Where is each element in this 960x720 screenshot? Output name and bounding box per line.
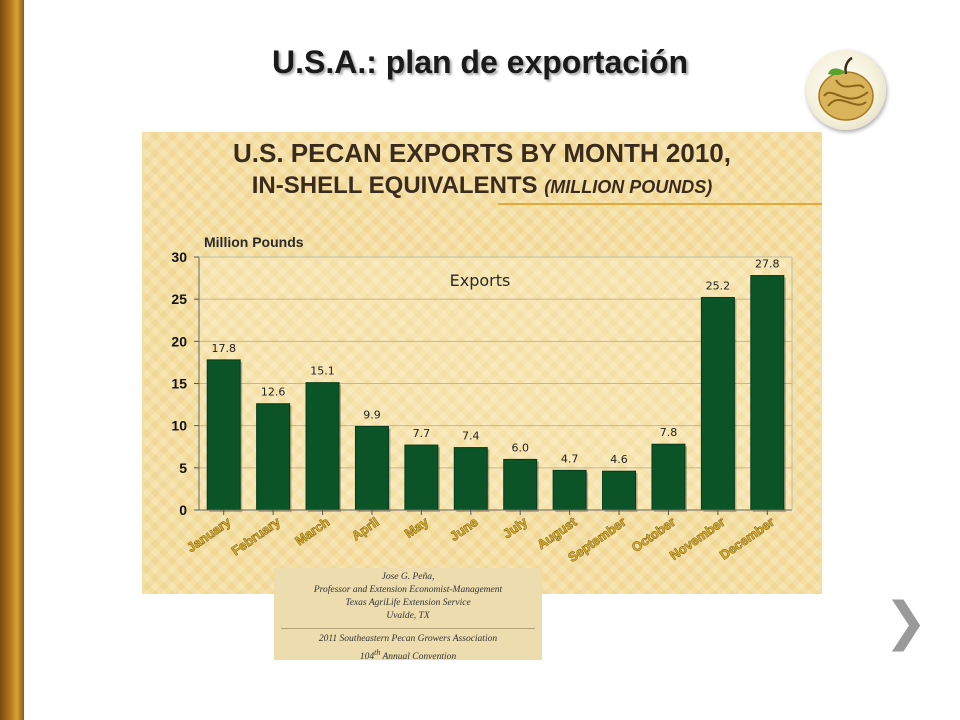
caption-event-ordinal: th [374, 648, 381, 657]
bar [750, 275, 785, 511]
bars [206, 275, 786, 512]
left-decorative-bar [0, 0, 24, 720]
chart-title-main: IN-SHELL EQUIVALENTS [251, 172, 538, 199]
y-axis-label: Million Pounds [204, 234, 304, 250]
caption-event-rest: Annual Convention [380, 652, 457, 663]
chart-title-unit: (MILLION POUNDS) [544, 177, 713, 197]
y-tick-label: 0 [179, 502, 187, 518]
bar-value-label: 7.7 [413, 427, 431, 440]
bar-value-label: 17.8 [211, 342, 236, 355]
bar [602, 470, 637, 511]
legend-label: Exports [450, 271, 511, 290]
bar [305, 382, 340, 511]
title-accent-rule [498, 203, 822, 205]
y-tick-label: 30 [171, 249, 187, 265]
caption-divider [281, 628, 535, 629]
x-category-label: November [667, 514, 728, 563]
bar-value-label: 27.8 [755, 258, 780, 271]
bar-value-label: 7.4 [462, 430, 480, 443]
bar [256, 403, 291, 511]
bar [552, 469, 587, 511]
x-category-label: April [349, 514, 382, 543]
y-tick-label: 15 [171, 376, 187, 392]
y-tick-label: 20 [171, 333, 187, 349]
bar-value-label: 12.6 [261, 386, 286, 399]
chart-title-line1: U.S. PECAN EXPORTS BY MONTH 2010, [233, 138, 731, 168]
caption-line-1: Jose G. Peña, [381, 572, 435, 582]
bar [354, 426, 389, 511]
bar [503, 458, 538, 511]
bar-value-label: 25.2 [706, 279, 731, 292]
gridlines [199, 256, 792, 510]
next-slide-arrow-icon[interactable]: ❯ [884, 592, 928, 652]
x-category-label: March [292, 514, 332, 548]
x-category-label: July [500, 514, 531, 542]
x-category-label: December [717, 514, 777, 562]
bar-value-label: 9.9 [363, 409, 381, 422]
chart-title-line2: IN-SHELL EQUIVALENTS (MILLION POUNDS) [142, 172, 822, 200]
bar [453, 447, 488, 511]
caption-event-line-2: 104th Annual Convention [274, 646, 542, 664]
bar-value-label: 15.1 [310, 365, 335, 378]
author-caption: Jose G. Peña, Professor and Extension Ec… [274, 568, 542, 662]
caption-line-4: Uvalde, TX [386, 611, 430, 621]
bar [404, 444, 439, 511]
bar-value-label: 7.8 [660, 426, 678, 439]
y-tick-label: 25 [171, 291, 187, 307]
caption-line-3: Texas AgriLife Extension Service [345, 598, 471, 608]
x-category-label: January [184, 514, 234, 555]
x-category-label: May [402, 514, 432, 541]
bar [206, 359, 241, 511]
slide-title: U.S.A.: plan de exportación [271, 44, 689, 80]
association-logo [806, 50, 886, 130]
bar-chart: 0 5 10 15 20 25 30 Exports 17.8 January 12.6 Februa… [171, 249, 793, 565]
caption-line-2: Professor and Extension Economist-Manage… [313, 585, 503, 595]
caption-event-line-1: 2011 Southeastern Pecan Growers Associat… [318, 634, 498, 644]
chart-panel: U.S. PECAN EXPORTS BY MONTH 2010, IN-SHE… [142, 132, 822, 594]
caption-event-number: 104 [359, 652, 375, 663]
bar-value-label: 6.0 [511, 441, 529, 454]
axes [194, 256, 793, 515]
y-tick-label: 5 [179, 460, 187, 476]
bar-value-label: 4.7 [561, 452, 579, 465]
x-category-label: February [229, 514, 284, 559]
bar [651, 443, 686, 511]
y-tick-label: 10 [171, 418, 187, 434]
bar-value-label: 4.6 [610, 453, 628, 466]
bar [700, 296, 735, 511]
x-category-label: June [447, 514, 480, 544]
